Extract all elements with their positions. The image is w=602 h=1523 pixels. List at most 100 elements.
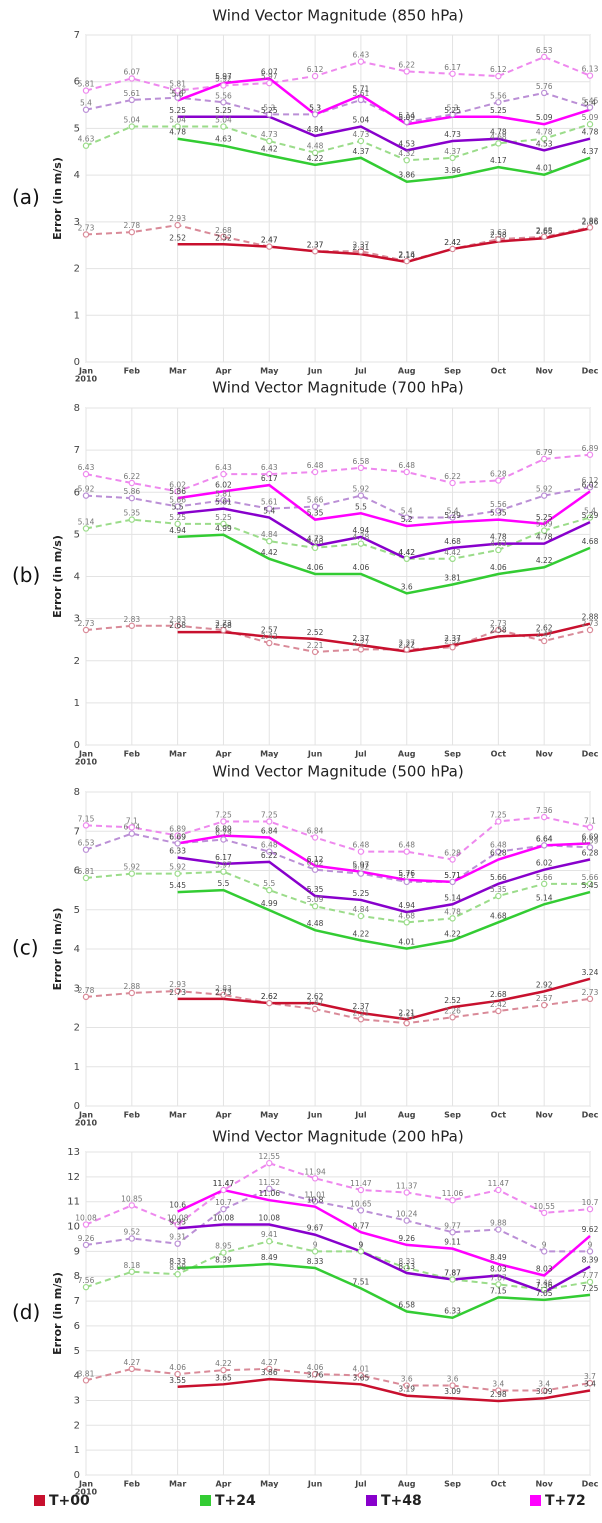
point	[174, 840, 181, 847]
value-label: 6.69	[169, 832, 186, 841]
value-label: 11.01	[304, 1190, 326, 1199]
value-label: 2.63	[490, 228, 507, 237]
point	[495, 1186, 502, 1194]
value-label: 2.86	[582, 217, 599, 226]
point	[449, 856, 456, 863]
value-label: 5.09	[307, 895, 324, 904]
value-label: 7.25	[215, 810, 232, 819]
value-label: 9.41	[261, 1230, 278, 1239]
value-label: 5.25	[215, 106, 232, 115]
line	[177, 115, 591, 152]
point	[220, 520, 227, 528]
point	[357, 870, 365, 877]
point	[586, 451, 594, 458]
x-tick-label: Mar	[169, 750, 186, 759]
y-tick-label: 11	[67, 1197, 80, 1208]
value-label: 3.86	[398, 171, 415, 180]
x-tick-label: Jan	[78, 1480, 93, 1489]
point	[403, 1019, 410, 1027]
value-label: 5.35	[490, 885, 507, 894]
value-label: 6.17	[215, 853, 232, 862]
value-label: 3.6	[401, 1375, 413, 1384]
value-label: 11.06	[259, 1189, 281, 1198]
point	[82, 142, 90, 149]
x-tick-label: Dec	[582, 750, 599, 759]
value-label: 4.78	[444, 907, 461, 916]
point	[266, 1185, 273, 1192]
point	[82, 231, 90, 238]
point	[403, 257, 410, 265]
point	[403, 1264, 410, 1272]
legend-swatch	[34, 1495, 45, 1506]
value-label: 6.89	[215, 825, 232, 834]
value-label: 2.73	[215, 988, 232, 997]
value-label: 4.22	[307, 154, 324, 163]
point	[449, 915, 456, 922]
x-tick-label: Nov	[535, 367, 553, 376]
value-label: 2.65	[536, 227, 553, 236]
plot-area	[85, 1151, 591, 1476]
point	[495, 1007, 502, 1015]
point	[495, 235, 502, 243]
point	[495, 818, 502, 825]
value-label: 10.8	[307, 1196, 324, 1205]
value-label: 6.79	[215, 828, 232, 837]
x-sublabel: 2010	[75, 1119, 98, 1128]
value-label: 6.48	[353, 841, 370, 850]
value-label: 4.84	[261, 530, 278, 539]
value-label: 8.03	[536, 1264, 553, 1273]
value-label: 9.31	[169, 1233, 186, 1242]
value-label: 5.4	[584, 507, 596, 516]
line	[177, 856, 591, 914]
x-tick-label: Jul	[354, 750, 367, 759]
value-label: 2.42	[444, 238, 461, 247]
value-label: 6.02	[536, 859, 553, 868]
y-axis-label: Error (in m/s)	[51, 535, 64, 618]
value-label: 5.3	[447, 103, 459, 112]
value-label: 10.6	[169, 1201, 186, 1210]
value-label: 6.02	[307, 859, 324, 868]
value-label: 6.43	[78, 463, 95, 472]
chart-title: Wind Vector Magnitude (850 hPa)	[212, 7, 463, 25]
value-label: 4.27	[261, 1358, 278, 1367]
point	[449, 479, 456, 487]
point	[128, 622, 136, 629]
value-label: 4.22	[353, 929, 370, 938]
value-label: 10.85	[121, 1194, 143, 1203]
value-label: 6.07	[261, 67, 278, 76]
value-label: 6.48	[261, 841, 278, 850]
value-label: 5.5	[263, 879, 275, 888]
point	[357, 248, 365, 255]
point	[449, 1197, 456, 1204]
y-tick-label: 8	[74, 403, 80, 414]
y-tick-label: 10	[67, 1222, 80, 1233]
x-tick-label: Oct	[491, 367, 507, 376]
value-label: 6.64	[536, 834, 553, 843]
legend-label: T+00	[49, 1493, 90, 1509]
value-label: 6.28	[444, 849, 461, 858]
value-label: 2.52	[215, 233, 232, 242]
value-label: 4.22	[215, 1359, 232, 1368]
y-tick-label: 8	[74, 1271, 80, 1282]
y-tick-label: 1	[74, 1062, 80, 1073]
value-label: 4.68	[307, 537, 324, 546]
value-label: 4.53	[536, 139, 553, 148]
point	[220, 1249, 227, 1256]
value-label: 2.62	[261, 992, 278, 1001]
value-label: 5.5	[355, 502, 367, 511]
x-tick-label: Sep	[444, 750, 461, 759]
value-label: 4.42	[261, 145, 278, 154]
point	[403, 646, 410, 653]
line	[177, 1377, 591, 1403]
x-tick-label: May	[260, 1480, 279, 1489]
point	[495, 848, 502, 855]
value-label: 4.06	[307, 563, 324, 572]
y-tick-label: 2	[74, 656, 80, 667]
legend-label: T+24	[215, 1493, 256, 1509]
y-tick-label: 4	[74, 170, 80, 181]
value-label: 6.02	[582, 480, 599, 489]
value-label: 6.33	[169, 847, 186, 856]
point	[586, 224, 594, 231]
y-tick-label: 1	[74, 1445, 80, 1456]
y-tick-label: 1	[74, 698, 80, 709]
